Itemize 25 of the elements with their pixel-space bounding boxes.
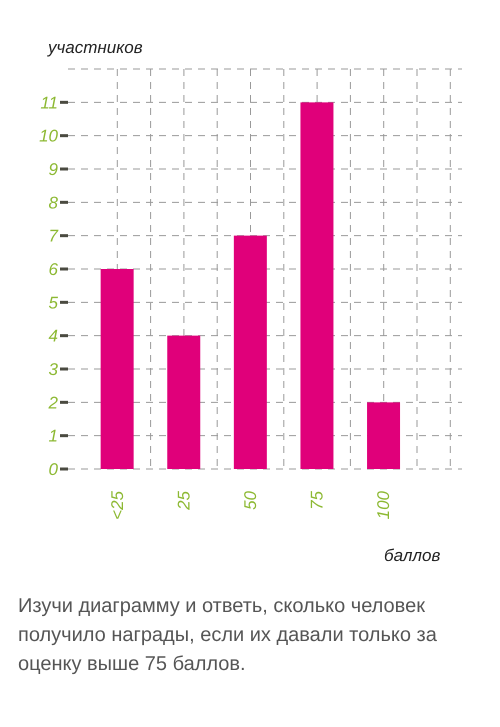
x-tick-label: <25: [108, 490, 127, 520]
x-tick-label: 75: [308, 490, 327, 510]
y-tick-label: 5: [48, 293, 59, 312]
y-tick-label: 9: [48, 160, 59, 180]
x-tick-label: 100: [374, 490, 394, 520]
y-tick-label: 3: [48, 360, 59, 380]
text: Изучи диаграмму и ответь, сколько человек получило награды, если их давали только за оценку выше 75 баллов.: [17, 594, 438, 677]
bar: [234, 236, 267, 469]
y-tick-label: 7: [48, 226, 59, 246]
y-tick-label: 6: [48, 260, 59, 280]
y-tick-label: 2: [48, 393, 59, 412]
y-tick-label: 10: [39, 126, 59, 146]
y-tick-label: 4: [48, 326, 58, 346]
y-axis-title: участников: [48, 38, 143, 58]
y-tick-label: 0: [48, 460, 59, 480]
bar: [167, 336, 200, 469]
bar: [367, 402, 400, 469]
x-tick-label: 50: [241, 490, 260, 510]
bar: [300, 102, 334, 469]
bar: [100, 269, 134, 469]
y-tick-label: 8: [48, 193, 59, 212]
y-tick-label: 1: [48, 426, 58, 446]
y-tick-label: 11: [40, 93, 58, 112]
x-axis-title: баллов: [384, 546, 440, 566]
x-tick-label: 25: [174, 490, 194, 511]
